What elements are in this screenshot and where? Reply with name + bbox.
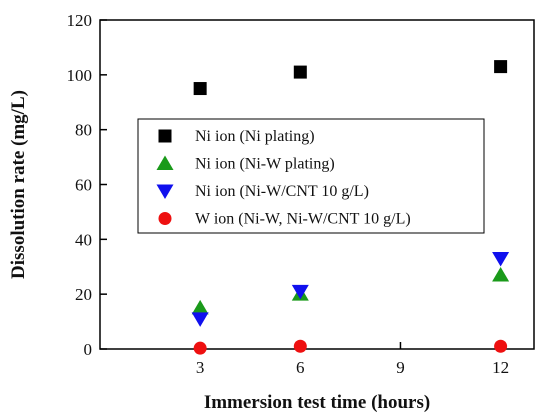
legend-entry: W ion (Ni-W, Ni-W/CNT 10 g/L)	[158, 211, 411, 228]
x-tick-label: 6	[296, 358, 305, 377]
data-point	[494, 60, 508, 74]
legend-marker	[156, 184, 174, 199]
y-tick-label: 100	[67, 66, 93, 85]
legend-box	[137, 118, 485, 234]
legend-marker-shape	[158, 212, 172, 225]
legend-label: Ni ion (Ni-W/CNT 10 g/L)	[195, 183, 369, 200]
legend-label: W ion (Ni-W, Ni-W/CNT 10 g/L)	[195, 211, 411, 228]
legend-marker-shape	[156, 155, 174, 170]
legend-entry: Ni ion (Ni-W/CNT 10 g/L)	[156, 183, 369, 200]
data-point	[191, 312, 209, 327]
legend-label: Ni ion (Ni plating)	[195, 128, 315, 145]
legend-marker-shape	[156, 184, 174, 199]
x-tick-label: 3	[196, 358, 205, 377]
data-point	[293, 339, 307, 353]
x-tick-label: 12	[492, 358, 509, 377]
y-tick-label: 20	[75, 285, 92, 304]
legend: Ni ion (Ni plating) Ni ion (Ni-W plating…	[137, 118, 485, 234]
y-tick-label: 0	[84, 340, 93, 359]
y-tick-label: 80	[75, 121, 92, 140]
legend-marker	[158, 129, 172, 143]
y-tick-label: 120	[67, 11, 93, 30]
x-axis-label: Immersion test time (hours)	[204, 392, 430, 413]
data-point	[193, 341, 207, 355]
legend-entry: Ni ion (Ni plating)	[158, 128, 315, 145]
legend-marker	[156, 155, 174, 170]
data-point	[193, 82, 207, 96]
x-tick-label: 9	[396, 358, 405, 377]
data-point	[291, 284, 309, 300]
y-tick-label: 60	[75, 176, 92, 195]
legend-marker-shape	[158, 129, 172, 143]
legend-entry: Ni ion (Ni-W plating)	[156, 155, 335, 173]
data-point	[492, 266, 510, 282]
data-point	[492, 252, 510, 267]
y-axis-label: Dissolution rate (mg/L)	[8, 90, 29, 279]
data-point	[293, 65, 307, 79]
data-marks	[191, 60, 510, 355]
legend-label: Ni ion (Ni-W plating)	[195, 156, 335, 173]
legend-marker	[158, 212, 172, 225]
data-point	[191, 299, 209, 315]
data-point	[494, 339, 508, 353]
y-tick-label: 40	[75, 230, 92, 249]
